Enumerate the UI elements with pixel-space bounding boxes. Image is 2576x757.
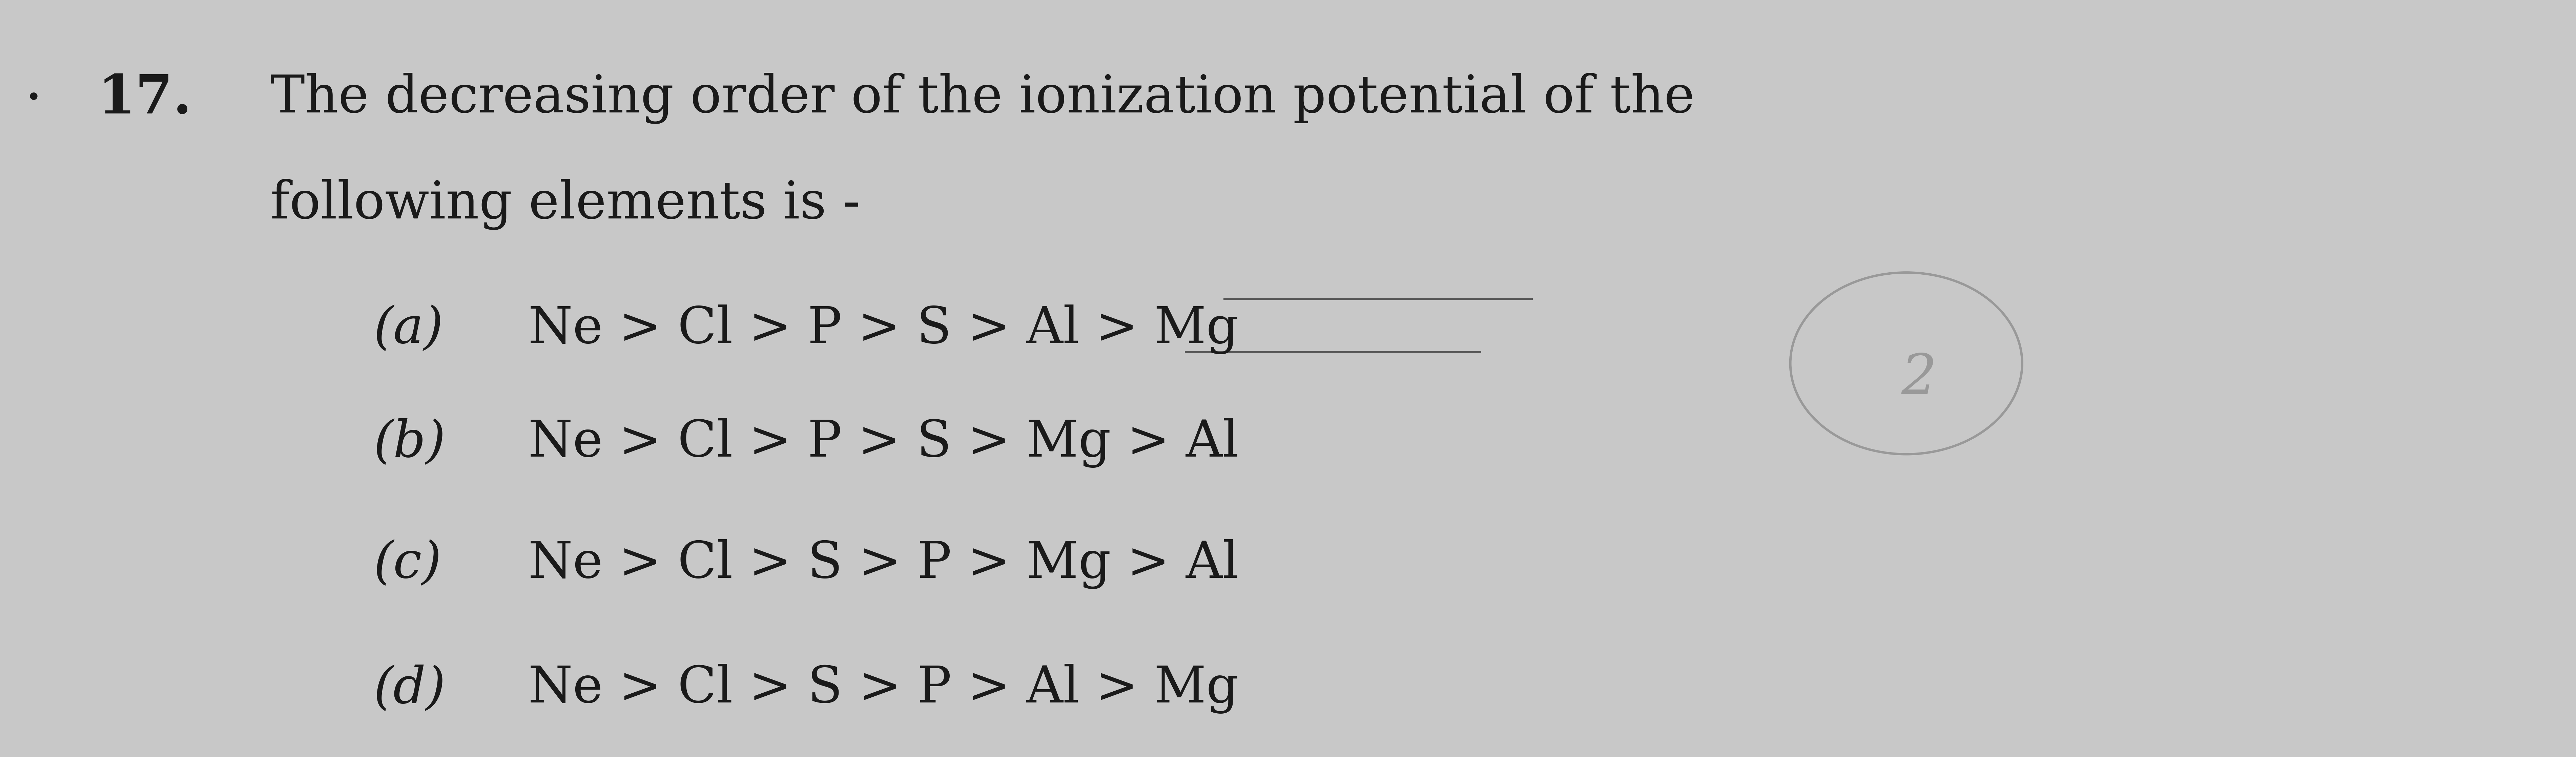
Text: following elements is -: following elements is - xyxy=(270,179,860,230)
Text: (b): (b) xyxy=(374,419,446,467)
Text: 17.: 17. xyxy=(98,73,193,124)
Text: 2: 2 xyxy=(1901,351,1937,406)
Text: Ne > Cl > S > P > Al > Mg: Ne > Cl > S > P > Al > Mg xyxy=(528,664,1239,714)
Text: •: • xyxy=(26,86,41,111)
Text: Ne > Cl > P > S > Mg > Al: Ne > Cl > P > S > Mg > Al xyxy=(528,418,1239,468)
Text: Ne > Cl > P > S > Al > Mg: Ne > Cl > P > S > Al > Mg xyxy=(528,304,1239,354)
Text: (c): (c) xyxy=(374,540,440,588)
Text: The decreasing order of the ionization potential of the: The decreasing order of the ionization p… xyxy=(270,73,1695,124)
Text: (d): (d) xyxy=(374,665,446,713)
Text: Ne > Cl > S > P > Mg > Al: Ne > Cl > S > P > Mg > Al xyxy=(528,539,1239,589)
Text: (a): (a) xyxy=(374,305,443,354)
